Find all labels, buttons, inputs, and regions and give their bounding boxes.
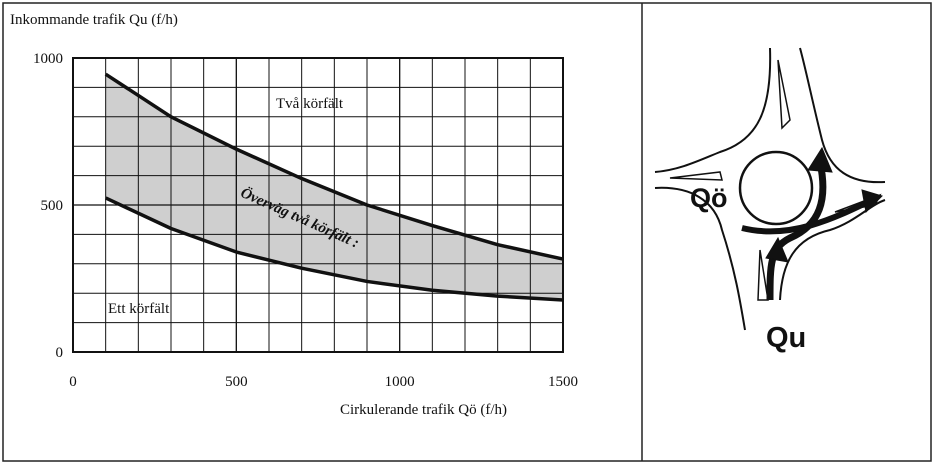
diagram-label: Qö xyxy=(690,183,728,213)
page: Inkommande trafik Qu (f/h) Cirkulerande … xyxy=(0,0,934,469)
x-tick-label: 0 xyxy=(69,374,77,390)
annotation: Ett körfält xyxy=(108,301,170,317)
x-tick-label: 1500 xyxy=(548,374,578,390)
arrow-head xyxy=(862,190,882,212)
road-edge xyxy=(655,48,770,172)
annotation: Två körfält xyxy=(276,96,344,112)
x-axis-title: Cirkulerande trafik Qö (f/h) xyxy=(340,402,507,418)
island xyxy=(740,152,812,224)
x-tick-label: 500 xyxy=(225,374,248,390)
y-tick-label: 500 xyxy=(41,198,64,214)
figure: Inkommande trafik Qu (f/h) Cirkulerande … xyxy=(0,0,934,464)
x-tick-label: 1000 xyxy=(385,374,415,390)
y-tick-label: 0 xyxy=(56,345,64,361)
y-tick-label: 1000 xyxy=(33,51,63,67)
arrow-head xyxy=(808,148,832,172)
y-axis-title: Inkommande trafik Qu (f/h) xyxy=(10,12,178,28)
diagram-label: Qu xyxy=(766,322,806,354)
